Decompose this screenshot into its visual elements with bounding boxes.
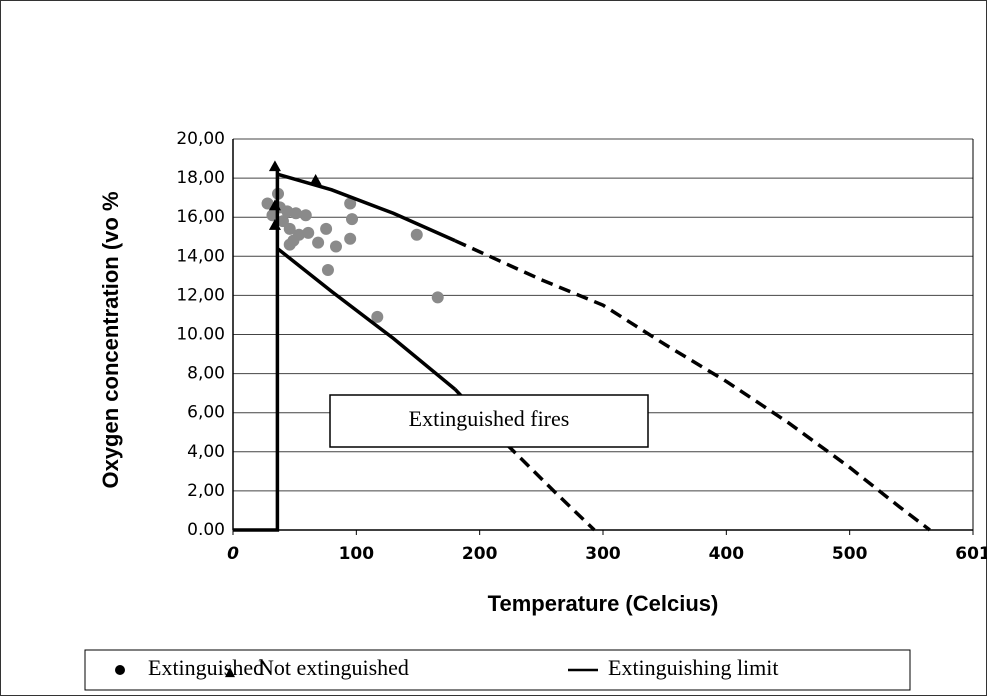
legend-marker: ▲	[225, 665, 235, 680]
y-tick-label: 16,00	[176, 207, 225, 227]
point	[346, 213, 359, 226]
point	[344, 232, 357, 245]
y-axis-label: Oxygen concentration (vo %	[98, 191, 123, 488]
legend-box	[84, 649, 911, 691]
point	[299, 209, 312, 222]
annotation: Extinguished fires	[409, 406, 570, 431]
point	[329, 240, 342, 253]
point	[312, 236, 325, 249]
x-tick-label: 500	[832, 544, 868, 564]
legend-label: Extinguished	[148, 655, 264, 680]
point	[320, 222, 333, 235]
x-tick-label: 300	[585, 544, 621, 564]
legend-label: Extinguishing limit	[608, 655, 779, 680]
y-tick-label: 12,00	[176, 285, 225, 305]
y-tick-label: 0.00	[187, 520, 225, 540]
limit-line	[233, 170, 457, 532]
point	[292, 228, 305, 241]
point	[410, 228, 423, 241]
legend-marker	[115, 665, 125, 675]
annotation-box	[329, 394, 649, 448]
y-tick-label: 4,00	[187, 442, 225, 462]
y-tick-label: 8,00	[187, 364, 225, 384]
x-tick-label: 601	[955, 544, 987, 564]
y-tick-label: 6,00	[187, 403, 225, 423]
dashed-limit-line	[453, 388, 596, 532]
point	[276, 215, 289, 228]
point	[302, 226, 315, 239]
dashed-limit-line	[454, 239, 931, 532]
x-tick-label: 200	[462, 544, 498, 564]
y-tick-label: 20,00	[176, 129, 225, 149]
point	[289, 207, 302, 220]
y-tick-label: 14,00	[176, 246, 225, 266]
point	[371, 310, 384, 323]
y-tick-label: 2,00	[187, 481, 225, 501]
x-tick-label: 0	[227, 544, 239, 564]
x-tick-label: 400	[709, 544, 745, 564]
point	[268, 160, 281, 172]
point	[261, 197, 274, 210]
point	[344, 197, 357, 210]
point	[431, 291, 444, 304]
point	[321, 263, 334, 276]
x-axis-label: Temperature (Celcius)	[488, 591, 719, 616]
point	[283, 222, 296, 235]
x-tick-label: 100	[339, 544, 375, 564]
y-tick-label: 10.00	[176, 325, 225, 345]
point	[266, 209, 279, 222]
y-tick-label: 18,00	[176, 168, 225, 188]
legend-label: Not extinguished	[258, 655, 409, 680]
point	[309, 174, 322, 185]
point	[283, 238, 296, 251]
